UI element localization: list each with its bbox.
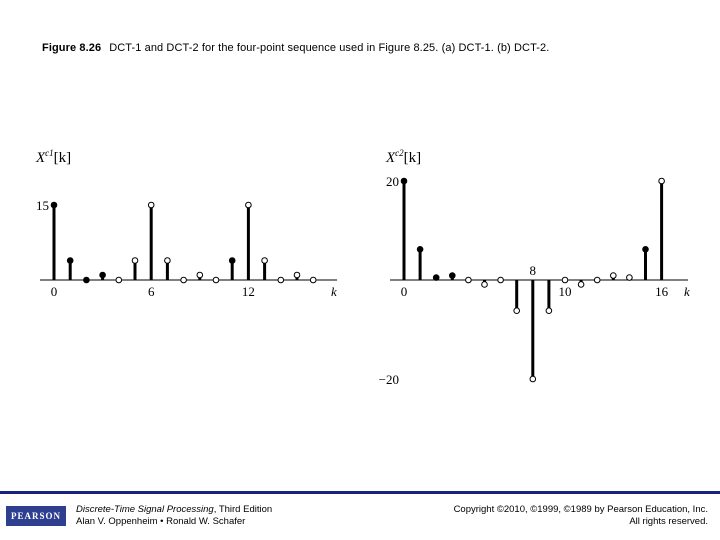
panel2-x-tick-label: 16 — [655, 284, 669, 299]
panel2-stem-marker — [577, 281, 585, 288]
panel2-stem-marker — [593, 276, 601, 284]
panel1-stem-marker — [245, 201, 252, 209]
panel1-y-tick-label: 15 — [36, 198, 49, 213]
panel1-stem-marker — [164, 257, 171, 264]
book-authors: Alan V. Oppenheim • Ronald W. Schafer — [76, 516, 246, 527]
panel1-stem-marker — [309, 276, 317, 284]
panel1-x-label: k — [331, 284, 337, 299]
panel2-x-tick-label: 10 — [559, 284, 572, 299]
copyright-text: Copyright ©2010, ©1999, ©1989 by Pearson… — [453, 504, 708, 515]
panel1-stem-marker — [180, 276, 187, 284]
book-edition: , Third Edition — [213, 504, 273, 515]
panel2-stem-marker — [481, 281, 488, 288]
book-title: Discrete-Time Signal Processing — [76, 504, 214, 515]
panel2-stem-marker — [400, 177, 408, 185]
dct-stem-plots: Xc1[k] 15 0 6 12 k Xc2[k] 20 −20 0 8 10 16 k — [35, 148, 690, 387]
panel1-stem-marker — [115, 276, 123, 284]
panel1-stem-marker — [277, 276, 285, 284]
panel2-y-tick-label: 20 — [386, 174, 399, 189]
panel2-stem-marker — [626, 274, 633, 281]
rights-text: All rights reserved. — [629, 516, 708, 527]
figure-caption-text: DCT-1 and DCT-2 for the four-point seque… — [109, 42, 550, 54]
panel1-stem-marker — [147, 201, 155, 209]
footer: PEARSON Discrete-Time Signal Processing,… — [0, 494, 720, 540]
footer-rule — [0, 491, 720, 494]
panel2-stem-marker — [497, 276, 504, 284]
figure-label: Figure 8.26 — [42, 42, 102, 54]
figure-caption: Figure 8.26 DCT-1 and DCT-2 for the four-… — [42, 42, 549, 54]
panel1-y-label: Xc1[k] — [35, 148, 71, 166]
panel2-stem-marker — [465, 276, 472, 284]
panel2-stem-marker — [432, 274, 440, 281]
panel2-stem-marker — [449, 272, 456, 279]
panel1-stem-marker — [293, 271, 301, 279]
panel1-stem-marker — [131, 257, 139, 264]
panel1-stem-marker — [212, 276, 220, 284]
pearson-logo: PEARSON — [6, 506, 66, 526]
panel1-stem-marker — [50, 201, 58, 209]
panel2-stem-marker — [642, 246, 649, 253]
copyright-info: Copyright ©2010, ©1999, ©1989 by Pearson… — [454, 504, 708, 528]
panel1-x-tick-label: 6 — [148, 284, 155, 299]
panel2-stem-marker — [561, 276, 569, 284]
panel2-stem-marker — [416, 246, 424, 253]
panel2-stem-marker — [610, 272, 617, 279]
panel1-x-tick-label: 12 — [242, 284, 255, 299]
panel2-x-tick-label: 8 — [530, 263, 537, 278]
panel1-stem-marker — [196, 271, 204, 279]
panel2-y-label: Xc2[k] — [385, 148, 421, 166]
panel2-stem-marker — [529, 375, 537, 383]
panel1-stem-marker — [83, 276, 90, 284]
panel2-stem-marker — [545, 307, 553, 314]
panel1-stem-marker — [261, 257, 268, 264]
panel1-stem-marker — [66, 257, 74, 264]
panel2-x-label: k — [684, 284, 690, 299]
panel2-x-tick-label: 0 — [401, 284, 408, 299]
panel2-stem-marker — [513, 307, 521, 314]
panel1-stem-marker — [99, 271, 106, 279]
panel2-y-tick-label: −20 — [379, 372, 399, 387]
panel1-stem-marker — [228, 257, 236, 264]
book-info: Discrete-Time Signal Processing, Third E… — [76, 504, 272, 528]
panel2-stem-marker — [658, 177, 665, 185]
panel1-x-tick-label: 0 — [51, 284, 58, 299]
